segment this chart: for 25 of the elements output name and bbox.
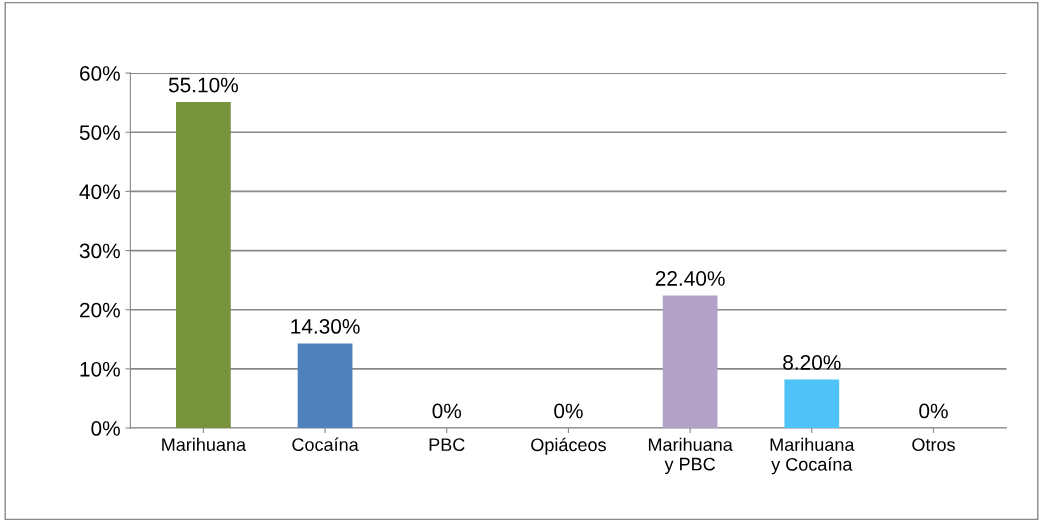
y-tick-label: 30% (79, 243, 120, 259)
data-label: 8.20% (783, 355, 841, 370)
y-tick-label: 60% (80, 66, 120, 81)
y-tick-label: 10% (80, 361, 120, 377)
bar (176, 102, 231, 429)
data-label: 22.40% (655, 271, 725, 286)
x-tick-label: Opiáceos (531, 437, 606, 455)
x-tick-label: Cocaína (292, 437, 359, 452)
data-label: 55.10% (168, 77, 238, 93)
bar (784, 379, 840, 429)
y-tick-label: 0% (91, 421, 120, 436)
x-tick-label: Otros (912, 438, 955, 452)
x-tick-label: Marihuana y PBC (648, 437, 733, 475)
y-tick-label: 50% (79, 125, 120, 140)
x-tick-label: Marihuana y Cocaína (770, 437, 855, 475)
y-tick-label: 40% (79, 184, 120, 200)
data-label: 0% (919, 403, 948, 419)
bar (662, 295, 718, 429)
x-tick-label: Marihuana (162, 437, 247, 452)
bar (297, 343, 353, 429)
data-label: 0% (554, 403, 583, 419)
y-tick-label: 20% (80, 302, 120, 318)
data-label: 14.30% (291, 319, 360, 334)
data-label: 0% (432, 403, 462, 419)
x-tick-label: PBC (429, 438, 465, 452)
